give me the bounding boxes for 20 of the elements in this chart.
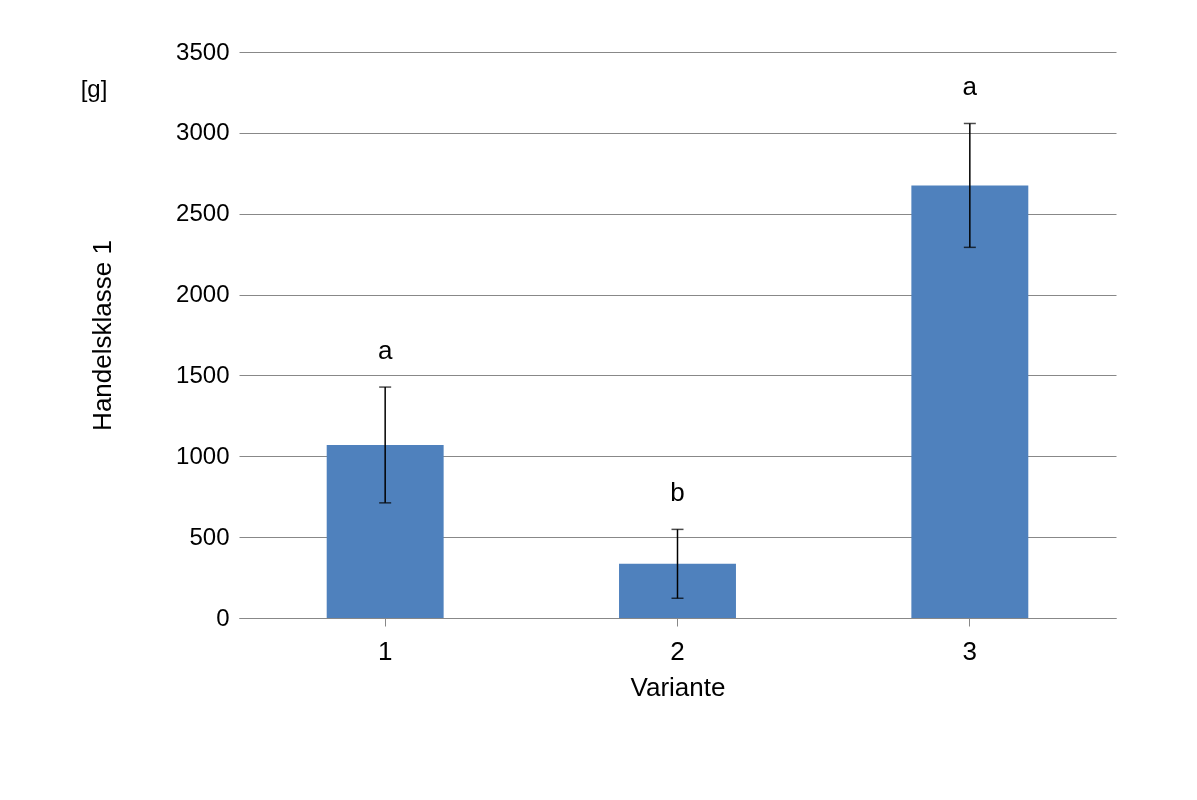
y-axis-title: Handelsklasse 1 (87, 240, 118, 431)
x-tick-label: 3 (962, 635, 978, 666)
y-tick-label: 0 (216, 603, 230, 631)
y-tick-label: 500 (189, 522, 230, 550)
x-axis-title: Variante (630, 671, 726, 702)
annotation: a (377, 335, 393, 366)
y-tick-label: 1000 (176, 441, 230, 469)
y-tick-label: 3000 (176, 118, 230, 146)
x-tick-label: 1 (377, 635, 393, 666)
y-tick-label: 1500 (176, 360, 230, 388)
bar (911, 185, 1029, 618)
text: [g] (80, 75, 108, 102)
y-tick-label: 3500 (176, 37, 230, 65)
y-tick-label: 2000 (176, 280, 230, 308)
bar (619, 563, 736, 618)
annotation: b (670, 477, 685, 508)
y-tick-label: 2500 (176, 199, 230, 227)
bar (326, 444, 444, 618)
x-tick-label: 2 (670, 635, 685, 666)
annotation: a (962, 71, 978, 102)
